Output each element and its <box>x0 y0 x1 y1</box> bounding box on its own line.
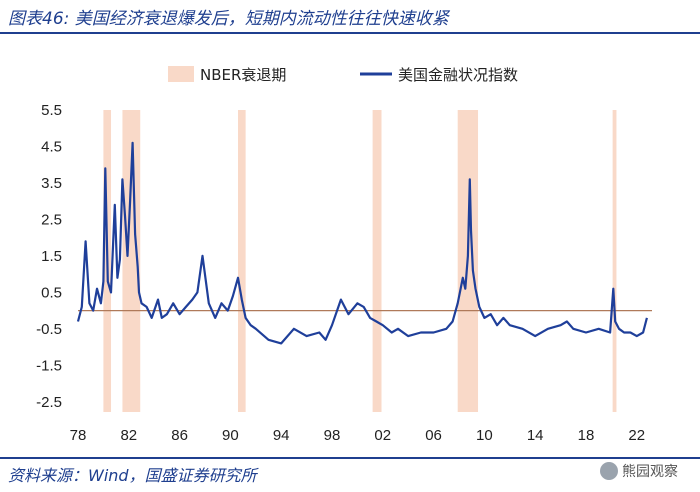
legend-series-label: 美国金融状况指数 <box>398 66 518 84</box>
y-tick-label: 3.5 <box>41 175 62 192</box>
recession-band <box>122 110 141 412</box>
watermark: 熊园观察 <box>600 461 678 481</box>
figure-title: 图表46: 美国经济衰退爆发后，短期内流动性往往快速收紧 <box>8 9 449 29</box>
x-tick-label: 06 <box>425 427 442 444</box>
x-tick-label: 22 <box>628 427 645 444</box>
title-rule <box>0 32 700 34</box>
y-tick-label: 2.5 <box>41 211 62 228</box>
watermark-text: 熊园观察 <box>622 464 678 480</box>
legend: NBER衰退期 美国金融状况指数 <box>168 66 518 84</box>
recession-band <box>612 110 617 412</box>
x-tick-label: 14 <box>527 427 544 444</box>
y-tick-label: -2.5 <box>36 394 62 411</box>
y-tick-label: 5.5 <box>41 102 62 119</box>
y-tick-label: 4.5 <box>41 138 62 155</box>
y-tick-label: -1.5 <box>36 357 62 374</box>
x-tick-label: 02 <box>374 427 391 444</box>
source-note: 资料来源：Wind，国盛证券研究所 <box>8 466 257 485</box>
y-tick-label: 0.5 <box>41 284 62 301</box>
wechat-icon <box>600 462 618 480</box>
x-tick-label: 90 <box>222 427 239 444</box>
recession-band <box>372 110 382 412</box>
x-tick-label: 94 <box>273 427 290 444</box>
legend-recession-swatch <box>168 66 194 82</box>
series-line <box>76 141 648 345</box>
source-rule <box>0 457 700 459</box>
x-tick-label: 78 <box>70 427 87 444</box>
y-axis: 5.5 4.5 3.5 2.5 1.5 0.5 -0.5 -1.5 -2.5 <box>36 102 62 411</box>
x-tick-label: 18 <box>578 427 595 444</box>
x-tick-label: 98 <box>324 427 341 444</box>
y-tick-label: 1.5 <box>41 248 62 265</box>
legend-recession-label: NBER衰退期 <box>200 66 286 84</box>
y-tick-label: -0.5 <box>36 321 62 338</box>
recession-bands <box>103 110 617 412</box>
recession-band <box>238 110 246 412</box>
x-axis: 78 82 86 90 94 98 02 06 10 14 18 22 <box>70 427 645 444</box>
x-tick-label: 10 <box>476 427 493 444</box>
x-tick-label: 82 <box>120 427 137 444</box>
x-tick-label: 86 <box>171 427 188 444</box>
